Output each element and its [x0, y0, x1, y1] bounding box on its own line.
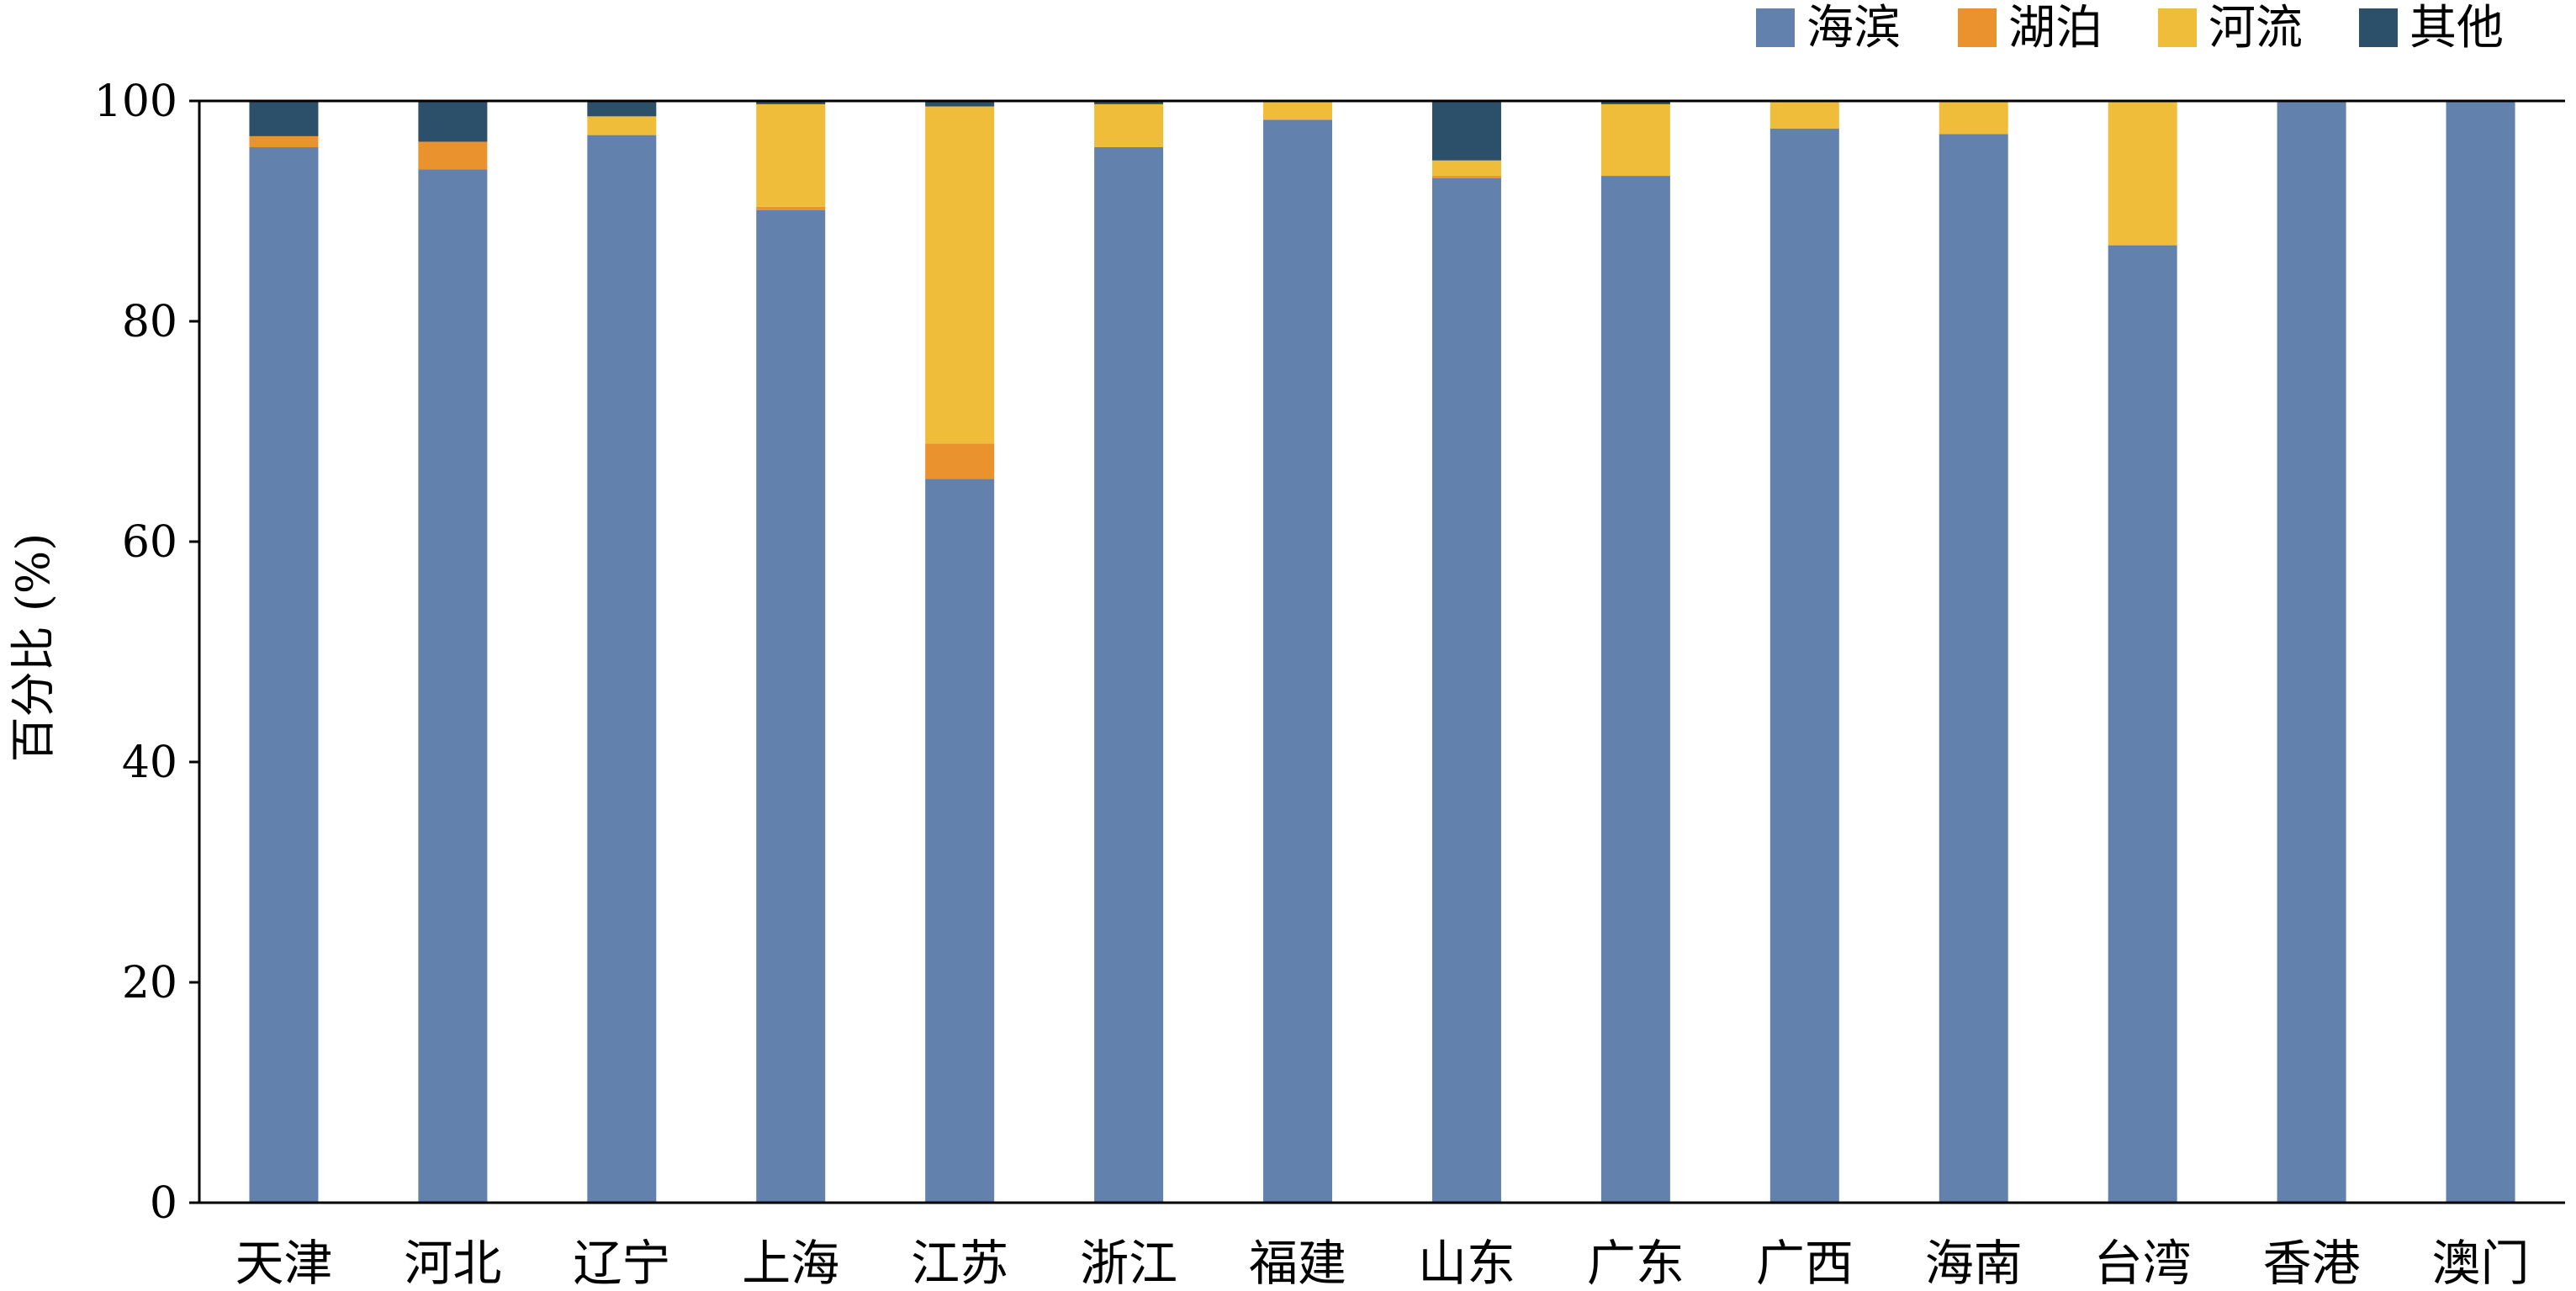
bar-segment-3-12	[2108, 101, 2177, 246]
x-category-label: 天津	[235, 1235, 332, 1291]
x-category-label: 山东	[1418, 1235, 1515, 1291]
x-category-label: 澳门	[2432, 1235, 2530, 1291]
bar-segment-1-3	[587, 135, 657, 1204]
bar-segment-4-1	[249, 101, 319, 136]
bar-segment-4-8	[1431, 101, 1501, 161]
bar-segment-1-4	[756, 209, 826, 1204]
legend: 海滨 湖泊 河流 其他	[1756, 1, 2504, 56]
y-tick-label: 20	[122, 958, 177, 1008]
bar-segment-1-12	[2108, 245, 2177, 1203]
bar-segment-1-5	[925, 479, 995, 1203]
legend-swatch-3	[2158, 8, 2197, 47]
legend-label-4: 其他	[2409, 1, 2504, 56]
bar-segment-1-1	[249, 147, 319, 1203]
x-category-label: 福建	[1249, 1235, 1346, 1291]
x-category-label: 浙江	[1080, 1235, 1177, 1291]
x-category-label: 海南	[1925, 1235, 2023, 1291]
x-category-label: 河北	[404, 1235, 501, 1291]
bar-segment-3-5	[925, 106, 995, 444]
bar-segment-1-13	[2277, 101, 2346, 1203]
axes	[198, 99, 2565, 1204]
bar-segment-1-7	[1263, 119, 1333, 1203]
legend-label-3: 河流	[2208, 1, 2303, 56]
legend-swatch-2	[1958, 8, 1997, 47]
bar-segment-4-9	[1600, 101, 1670, 104]
y-axis-label: 百分比 (%)	[7, 533, 60, 763]
bar-segment-2-4	[756, 206, 826, 210]
bar-segment-3-4	[756, 103, 826, 207]
bar-segment-3-11	[1939, 101, 2008, 135]
bar-segment-3-7	[1263, 101, 1333, 120]
bar-segment-4-2	[418, 101, 488, 142]
bar-segment-1-6	[1094, 147, 1164, 1203]
legend-label-2: 湖泊	[2008, 1, 2103, 56]
legend-swatch-4	[2359, 8, 2398, 47]
y-tick-label: 40	[122, 738, 177, 788]
bar-segment-4-3	[587, 101, 657, 117]
bar-segment-2-8	[1431, 176, 1501, 178]
bar-segment-1-14	[2446, 101, 2515, 1203]
bar-segment-3-10	[1769, 101, 1839, 129]
y-tick-label: 60	[122, 517, 177, 568]
x-category-label: 香港	[2263, 1235, 2361, 1291]
bar-segment-1-10	[1769, 128, 1839, 1203]
x-category-label: 上海	[742, 1235, 839, 1291]
bar-segment-2-5	[925, 443, 995, 479]
bar-segment-4-4	[756, 101, 826, 104]
x-category-label: 辽宁	[573, 1235, 670, 1291]
bar-segment-4-6	[1094, 101, 1164, 104]
x-category-label: 江苏	[911, 1235, 1008, 1291]
bar-segment-1-11	[1939, 134, 2008, 1203]
x-category-label: 广东	[1587, 1235, 1685, 1291]
legend-label-1: 海滨	[1806, 1, 1901, 56]
bar-segment-3-9	[1600, 103, 1670, 177]
x-category-label: 台湾	[2094, 1235, 2192, 1291]
bar-segment-1-8	[1431, 177, 1501, 1204]
bar-segment-1-9	[1600, 176, 1670, 1204]
legend-swatch-1	[1756, 8, 1795, 47]
bar-segment-1-2	[418, 169, 488, 1204]
bar-series-group	[249, 101, 2515, 1204]
x-axis-category-labels: 天津 河北 辽宁 上海 江苏 浙江 福建 山东 广东 广西 海南 台湾 香港 澳门	[235, 1235, 2529, 1291]
bar-segment-3-6	[1094, 103, 1164, 148]
y-tick-label: 80	[122, 297, 177, 347]
bar-segment-4-5	[925, 101, 995, 107]
y-tick-label: 0	[150, 1178, 177, 1229]
bar-segment-2-1	[249, 135, 319, 148]
bar-segment-3-3	[587, 116, 657, 135]
y-tick-label: 100	[94, 77, 177, 127]
bar-segment-2-2	[418, 141, 488, 170]
x-category-label: 广西	[1756, 1235, 1854, 1291]
bar-segment-3-8	[1431, 160, 1501, 177]
y-axis-ticks: 0 20 40 60 80 100	[94, 77, 199, 1229]
